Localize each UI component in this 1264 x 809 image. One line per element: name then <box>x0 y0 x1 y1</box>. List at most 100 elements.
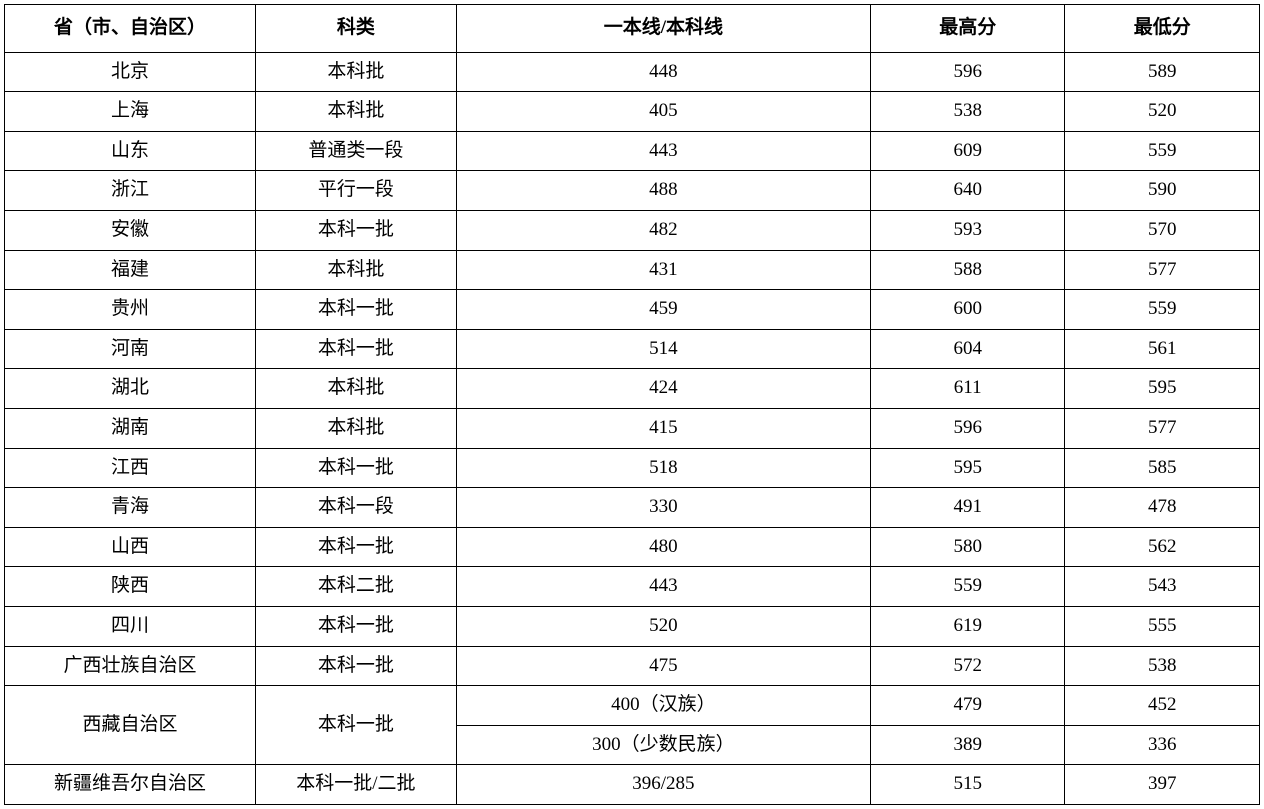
cell-category: 本科一批 <box>256 329 457 369</box>
table-row: 广西壮族自治区本科一批475572538 <box>5 646 1260 686</box>
col-header-lowest: 最低分 <box>1065 5 1260 53</box>
cell-cutoff: 443 <box>456 567 870 607</box>
cell-cutoff: 300（少数民族） <box>456 725 870 765</box>
cell-category: 本科批 <box>256 369 457 409</box>
cell-cutoff: 514 <box>456 329 870 369</box>
cell-category: 本科批 <box>256 408 457 448</box>
cell-lowest: 561 <box>1065 329 1260 369</box>
cell-cutoff: 415 <box>456 408 870 448</box>
cell-lowest: 397 <box>1065 765 1260 805</box>
table-row: 福建本科批431588577 <box>5 250 1260 290</box>
col-header-category: 科类 <box>256 5 457 53</box>
cell-highest: 515 <box>870 765 1065 805</box>
cell-province: 湖北 <box>5 369 256 409</box>
table-row: 江西本科一批518595585 <box>5 448 1260 488</box>
cell-cutoff: 396/285 <box>456 765 870 805</box>
table-row: 新疆维吾尔自治区本科一批/二批396/285515397 <box>5 765 1260 805</box>
table-row: 湖南本科批415596577 <box>5 408 1260 448</box>
cell-province: 山西 <box>5 527 256 567</box>
table-header-row: 省（市、自治区） 科类 一本线/本科线 最高分 最低分 <box>5 5 1260 53</box>
table-row: 河南本科一批514604561 <box>5 329 1260 369</box>
cell-highest: 611 <box>870 369 1065 409</box>
cell-highest: 588 <box>870 250 1065 290</box>
cell-category: 本科一批 <box>256 210 457 250</box>
cell-province: 陕西 <box>5 567 256 607</box>
cell-category: 本科批 <box>256 52 457 92</box>
cell-category: 本科一批 <box>256 686 457 765</box>
table-row: 上海本科批405538520 <box>5 92 1260 132</box>
cell-lowest: 478 <box>1065 488 1260 528</box>
cell-highest: 600 <box>870 290 1065 330</box>
table-row: 贵州本科一批459600559 <box>5 290 1260 330</box>
table-row: 山西本科一批480580562 <box>5 527 1260 567</box>
cell-category: 本科二批 <box>256 567 457 607</box>
cell-category: 本科批 <box>256 92 457 132</box>
cell-cutoff: 330 <box>456 488 870 528</box>
table-body: 北京本科批448596589上海本科批405538520山东普通类一段44360… <box>5 52 1260 804</box>
cell-lowest: 555 <box>1065 606 1260 646</box>
table-row: 湖北本科批424611595 <box>5 369 1260 409</box>
cell-highest: 538 <box>870 92 1065 132</box>
cell-province: 河南 <box>5 329 256 369</box>
cell-category: 本科一批 <box>256 606 457 646</box>
cell-province: 广西壮族自治区 <box>5 646 256 686</box>
cell-highest: 389 <box>870 725 1065 765</box>
cell-category: 本科一批 <box>256 290 457 330</box>
cell-lowest: 520 <box>1065 92 1260 132</box>
cell-province: 浙江 <box>5 171 256 211</box>
cell-category: 普通类一段 <box>256 131 457 171</box>
admission-score-table: 省（市、自治区） 科类 一本线/本科线 最高分 最低分 北京本科批4485965… <box>4 4 1260 805</box>
cell-cutoff: 520 <box>456 606 870 646</box>
cell-cutoff: 518 <box>456 448 870 488</box>
cell-category: 本科一批/二批 <box>256 765 457 805</box>
cell-lowest: 577 <box>1065 250 1260 290</box>
cell-cutoff: 443 <box>456 131 870 171</box>
cell-province: 青海 <box>5 488 256 528</box>
cell-cutoff: 459 <box>456 290 870 330</box>
table-row: 安徽本科一批482593570 <box>5 210 1260 250</box>
cell-lowest: 452 <box>1065 686 1260 726</box>
cell-cutoff: 475 <box>456 646 870 686</box>
cell-lowest: 559 <box>1065 131 1260 171</box>
table-row: 青海本科一段330491478 <box>5 488 1260 528</box>
table-row: 北京本科批448596589 <box>5 52 1260 92</box>
cell-province: 江西 <box>5 448 256 488</box>
cell-highest: 595 <box>870 448 1065 488</box>
col-header-cutoff: 一本线/本科线 <box>456 5 870 53</box>
cell-lowest: 590 <box>1065 171 1260 211</box>
cell-highest: 619 <box>870 606 1065 646</box>
cell-category: 本科一批 <box>256 527 457 567</box>
cell-lowest: 589 <box>1065 52 1260 92</box>
table-row: 山东普通类一段443609559 <box>5 131 1260 171</box>
cell-highest: 604 <box>870 329 1065 369</box>
cell-cutoff: 482 <box>456 210 870 250</box>
cell-cutoff: 480 <box>456 527 870 567</box>
cell-category: 平行一段 <box>256 171 457 211</box>
cell-highest: 580 <box>870 527 1065 567</box>
cell-province: 西藏自治区 <box>5 686 256 765</box>
cell-lowest: 562 <box>1065 527 1260 567</box>
table-row: 西藏自治区本科一批400（汉族）479452 <box>5 686 1260 726</box>
cell-highest: 609 <box>870 131 1065 171</box>
cell-province: 北京 <box>5 52 256 92</box>
cell-cutoff: 400（汉族） <box>456 686 870 726</box>
cell-province: 山东 <box>5 131 256 171</box>
cell-cutoff: 424 <box>456 369 870 409</box>
cell-highest: 479 <box>870 686 1065 726</box>
cell-province: 新疆维吾尔自治区 <box>5 765 256 805</box>
cell-lowest: 336 <box>1065 725 1260 765</box>
col-header-highest: 最高分 <box>870 5 1065 53</box>
cell-lowest: 570 <box>1065 210 1260 250</box>
cell-province: 福建 <box>5 250 256 290</box>
table-row: 浙江平行一段488640590 <box>5 171 1260 211</box>
table-row: 陕西本科二批443559543 <box>5 567 1260 607</box>
cell-province: 上海 <box>5 92 256 132</box>
cell-highest: 491 <box>870 488 1065 528</box>
cell-lowest: 585 <box>1065 448 1260 488</box>
cell-province: 湖南 <box>5 408 256 448</box>
cell-cutoff: 431 <box>456 250 870 290</box>
cell-highest: 559 <box>870 567 1065 607</box>
cell-highest: 596 <box>870 408 1065 448</box>
cell-lowest: 543 <box>1065 567 1260 607</box>
cell-category: 本科一批 <box>256 646 457 686</box>
